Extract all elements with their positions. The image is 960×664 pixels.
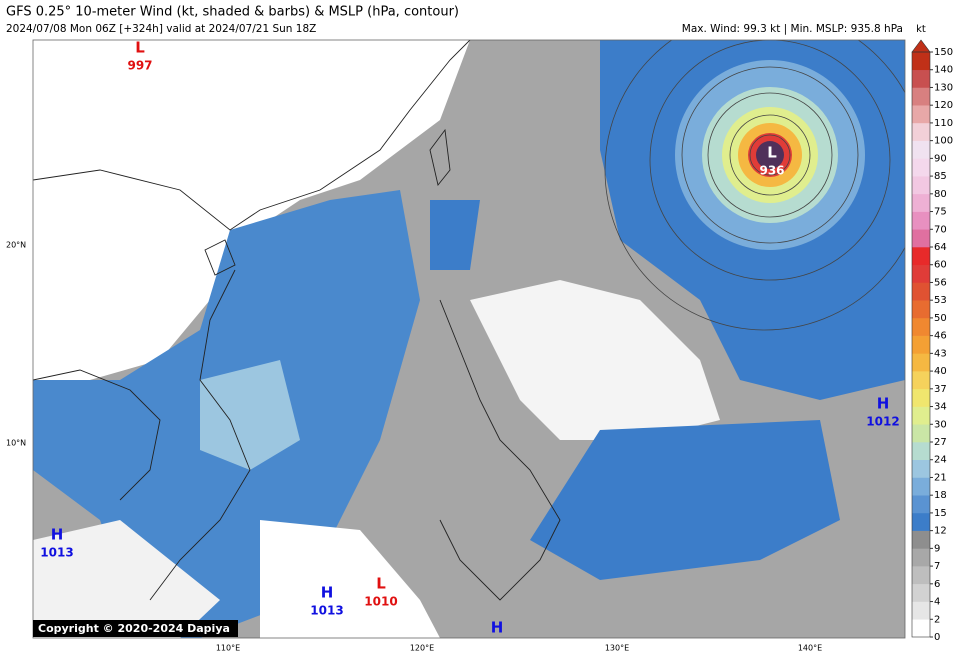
- colorbar-band: [912, 282, 930, 301]
- colorbar-tick-label: 64: [934, 242, 947, 253]
- colorbar-tick-label: 15: [934, 508, 947, 519]
- colorbar-tick-label: 34: [934, 402, 947, 413]
- system-letter: H: [877, 395, 890, 413]
- colorbar-tick-label: 40: [934, 366, 947, 377]
- colorbar-tick-label: 50: [934, 313, 947, 324]
- system-letter: H: [321, 584, 334, 602]
- colorbar-band: [912, 317, 930, 336]
- colorbar-band: [912, 583, 930, 602]
- colorbar-band: [912, 406, 930, 425]
- colorbar-tick-label: 18: [934, 490, 947, 501]
- system-pressure: 936: [759, 164, 784, 178]
- colorbar-band: [912, 87, 930, 106]
- colorbar-band: [912, 247, 930, 266]
- colorbar-tick-label: 4: [934, 597, 940, 608]
- colorbar-tick-label: 100: [934, 136, 953, 147]
- system-letter: H: [51, 526, 64, 544]
- colorbar-tick-label: 6: [934, 579, 940, 590]
- colorbar-tick-label: 70: [934, 224, 947, 235]
- colorbar-band: [912, 388, 930, 407]
- colorbar-band: [912, 477, 930, 496]
- system-letter: L: [376, 575, 386, 593]
- copyright: Copyright © 2020-2024 Dapiya: [38, 622, 230, 635]
- colorbar-tick-label: 80: [934, 189, 947, 200]
- colorbar-tick-label: 90: [934, 153, 947, 164]
- colorbar-tick-label: 150: [934, 47, 953, 58]
- colorbar-band: [912, 158, 930, 177]
- colorbar-band: [912, 530, 930, 549]
- colorbar-tick-label: 21: [934, 472, 947, 483]
- colorbar-tick-label: 75: [934, 207, 947, 218]
- system-letter: H: [491, 619, 504, 637]
- colorbar-band: [912, 122, 930, 141]
- colorbar-band: [912, 442, 930, 461]
- lon-label: 120°E: [410, 644, 434, 653]
- colorbar-band: [912, 229, 930, 248]
- stats: Max. Wind: 99.3 kt | Min. MSLP: 935.8 hP…: [682, 23, 903, 35]
- colorbar-tick-label: 110: [934, 118, 953, 129]
- colorbar-band: [912, 353, 930, 372]
- colorbar-band: [912, 424, 930, 443]
- system-pressure: 997: [127, 59, 152, 73]
- copyright-box: [33, 620, 238, 637]
- colorbar-tick-label: 140: [934, 65, 953, 76]
- colorbar-tick-label: 7: [934, 561, 940, 572]
- colorbar-tick-label: 9: [934, 543, 940, 554]
- lon-label: 110°E: [216, 644, 240, 653]
- colorbar-tick-label: 56: [934, 277, 947, 288]
- system-pressure: 1012: [866, 415, 899, 429]
- system-letter: L: [135, 39, 145, 57]
- colorbar-band: [912, 176, 930, 195]
- colorbar-tick-label: 130: [934, 82, 953, 93]
- system-letter: L: [767, 144, 777, 162]
- colorbar: kt 0246791215182124273034374043465053566…: [911, 24, 953, 643]
- colorbar-tick-label: 37: [934, 384, 947, 395]
- colorbar-band: [912, 140, 930, 159]
- title: GFS 0.25° 10-meter Wind (kt, shaded & ba…: [6, 5, 459, 20]
- colorbar-frame: [911, 51, 931, 638]
- colorbar-band: [912, 193, 930, 212]
- colorbar-band: [912, 495, 930, 514]
- colorbar-band: [912, 300, 930, 319]
- colorbar-band: [912, 619, 930, 638]
- colorbar-band: [912, 371, 930, 390]
- lat-label: 20°N: [6, 241, 26, 250]
- colorbar-tick-label: 53: [934, 295, 947, 306]
- colorbar-band: [912, 264, 930, 283]
- colorbar-tick-label: 24: [934, 455, 947, 466]
- colorbar-tick-label: 30: [934, 419, 947, 430]
- colorbar-arrow: [911, 39, 931, 53]
- lon-label: 140°E: [798, 644, 822, 653]
- colorbar-tick-label: 27: [934, 437, 947, 448]
- lat-label: 10°N: [6, 439, 26, 448]
- subtitle: 2024/07/08 Mon 06Z [+324h] valid at 2024…: [6, 23, 316, 35]
- colorbar-band: [912, 566, 930, 585]
- pressure-systems: L 997 L 936 H 1012 H 1013 H 1013 L 1010 H: [40, 39, 899, 637]
- colorbar-band: [912, 335, 930, 354]
- colorbar-band: [912, 211, 930, 230]
- colorbar-band: [912, 601, 930, 620]
- colorbar-tick-label: 46: [934, 331, 947, 342]
- colorbar-tick-label: 85: [934, 171, 947, 182]
- system-pressure: 1013: [40, 546, 73, 560]
- colorbar-tick-label: 60: [934, 260, 947, 271]
- colorbar-tick-label: 2: [934, 614, 940, 625]
- system-pressure: 1010: [364, 595, 397, 609]
- colorbar-tick-label: 12: [934, 526, 947, 537]
- colorbar-band: [912, 105, 930, 124]
- lon-label: 130°E: [605, 644, 629, 653]
- colorbar-tick-label: 43: [934, 348, 947, 359]
- colorbar-band: [912, 512, 930, 531]
- colorbar-band: [912, 459, 930, 478]
- colorbar-tick-label: 0: [934, 632, 940, 643]
- colorbar-tick-label: 120: [934, 100, 953, 111]
- colorbar-band: [912, 69, 930, 88]
- system-pressure: 1013: [310, 604, 343, 618]
- colorbar-band: [912, 52, 930, 71]
- colorbar-unit: kt: [916, 24, 926, 35]
- map: 20°N 10°N 110°E 120°E 130°E 140°E Copyri…: [6, 39, 906, 653]
- colorbar-band: [912, 548, 930, 567]
